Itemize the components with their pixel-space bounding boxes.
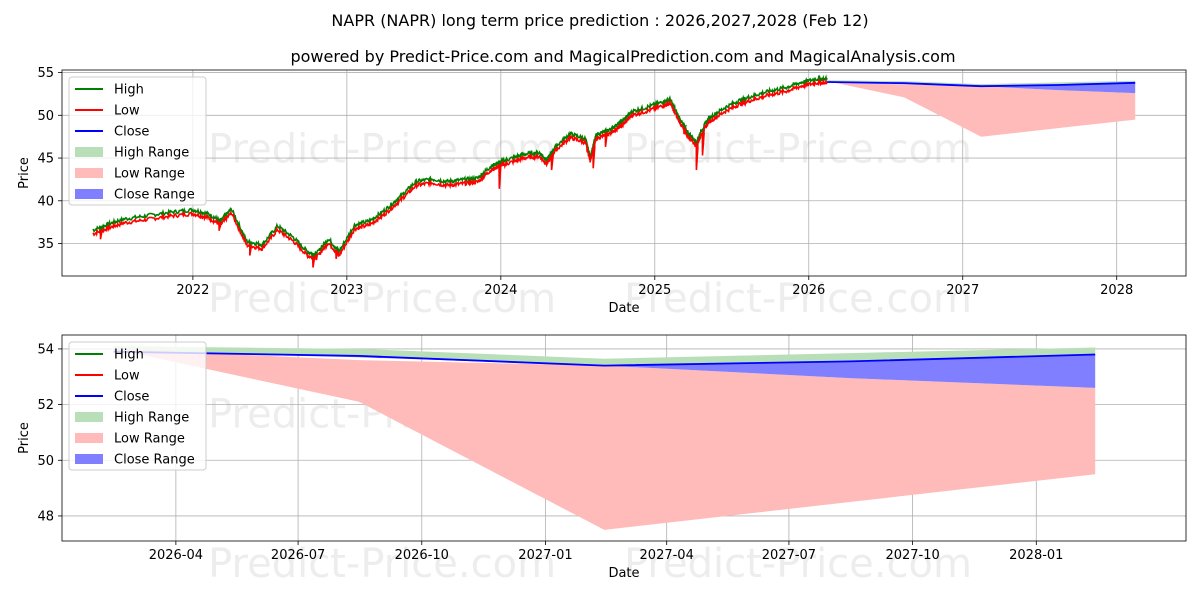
y-tick-label: 45 — [37, 152, 54, 167]
history-axes-frame — [61, 69, 1187, 277]
y-tick-label: 50 — [37, 454, 54, 469]
x-axis-label: Date — [608, 301, 639, 316]
history-plot-area — [92, 74, 1136, 268]
legend-label-close-range: Close Range — [114, 453, 195, 468]
close-series-line — [827, 81, 1136, 88]
legend-box — [68, 76, 207, 206]
legend-label-close-range: Close Range — [114, 188, 195, 203]
y-tick-label: 40 — [37, 194, 54, 209]
y-tick-label: 50 — [37, 109, 54, 124]
y-tick-label: 35 — [37, 237, 54, 252]
y-tick-label: 52 — [37, 398, 54, 413]
legend-swatch-close-range — [75, 454, 103, 464]
legend-label-low: Low — [114, 369, 140, 384]
legend-swatch-close-range — [75, 189, 103, 199]
legend-label-low-range: Low Range — [114, 432, 185, 447]
x-tick-label: 2027-04 — [640, 548, 694, 563]
legend-swatch-low-range — [75, 433, 103, 443]
low-range-band — [827, 81, 1136, 137]
watermark: Predict-Price.com — [208, 276, 556, 322]
x-tick-label: 2024 — [484, 283, 517, 298]
legend-label-low: Low — [114, 104, 140, 119]
x-tick-label: 2026-10 — [395, 548, 449, 563]
watermark: Predict-Price.com — [624, 541, 972, 587]
y-axis-label: Price — [17, 422, 32, 454]
forecast-plot-area — [113, 346, 1096, 530]
x-tick-label: 2026-07 — [271, 548, 325, 563]
x-axis-label: Date — [608, 566, 639, 581]
watermark: Predict-Price.com — [208, 541, 556, 587]
legend-label-high: High — [114, 348, 144, 363]
x-tick-label: 2027 — [946, 283, 979, 298]
y-tick-label: 48 — [37, 509, 54, 524]
legend-label-high-range: High Range — [114, 411, 189, 426]
history-panel: Predict-Price.com Predict-Price.comPredic… — [17, 66, 1187, 322]
low-range-band — [113, 348, 1096, 530]
x-tick-label: 2027-01 — [518, 548, 572, 563]
legend-swatch-high-range — [75, 412, 103, 422]
x-tick-label: 2025 — [638, 283, 671, 298]
forecast-axes-frame — [61, 334, 1187, 542]
x-tick-label: 2026-04 — [149, 548, 203, 563]
close-range-band — [827, 82, 1136, 94]
low-series-line — [92, 78, 828, 268]
legend-label-high: High — [114, 83, 144, 98]
x-tick-label: 2028-01 — [1009, 548, 1063, 563]
x-tick-label: 2023 — [330, 283, 363, 298]
legend-box — [68, 341, 207, 471]
x-tick-label: 2026 — [792, 283, 825, 298]
close-range-band — [113, 351, 1096, 388]
figure-title: NAPR (NAPR) long term price prediction :… — [331, 11, 868, 30]
legend-label-high-range: High Range — [114, 146, 189, 161]
x-tick-label: 2028 — [1100, 283, 1133, 298]
y-tick-label: 54 — [37, 342, 54, 357]
legend-label-low-range: Low Range — [114, 167, 185, 182]
legend-label-close: Close — [114, 125, 149, 140]
y-tick-label: 55 — [37, 66, 54, 81]
figure-subtitle: powered by Predict-Price.com and Magical… — [290, 47, 955, 66]
x-tick-label: 2027-10 — [885, 548, 939, 563]
legend-swatch-high-range — [75, 147, 103, 157]
watermark: Predict-Price.com — [624, 127, 972, 173]
x-tick-label: 2022 — [176, 283, 209, 298]
legend-label-close: Close — [114, 390, 149, 405]
high-series-line — [92, 74, 828, 264]
watermark: Predict-Price.com — [624, 276, 972, 322]
x-tick-label: 2027-07 — [762, 548, 816, 563]
y-axis-label: Price — [17, 157, 32, 189]
legend-swatch-low-range — [75, 168, 103, 178]
